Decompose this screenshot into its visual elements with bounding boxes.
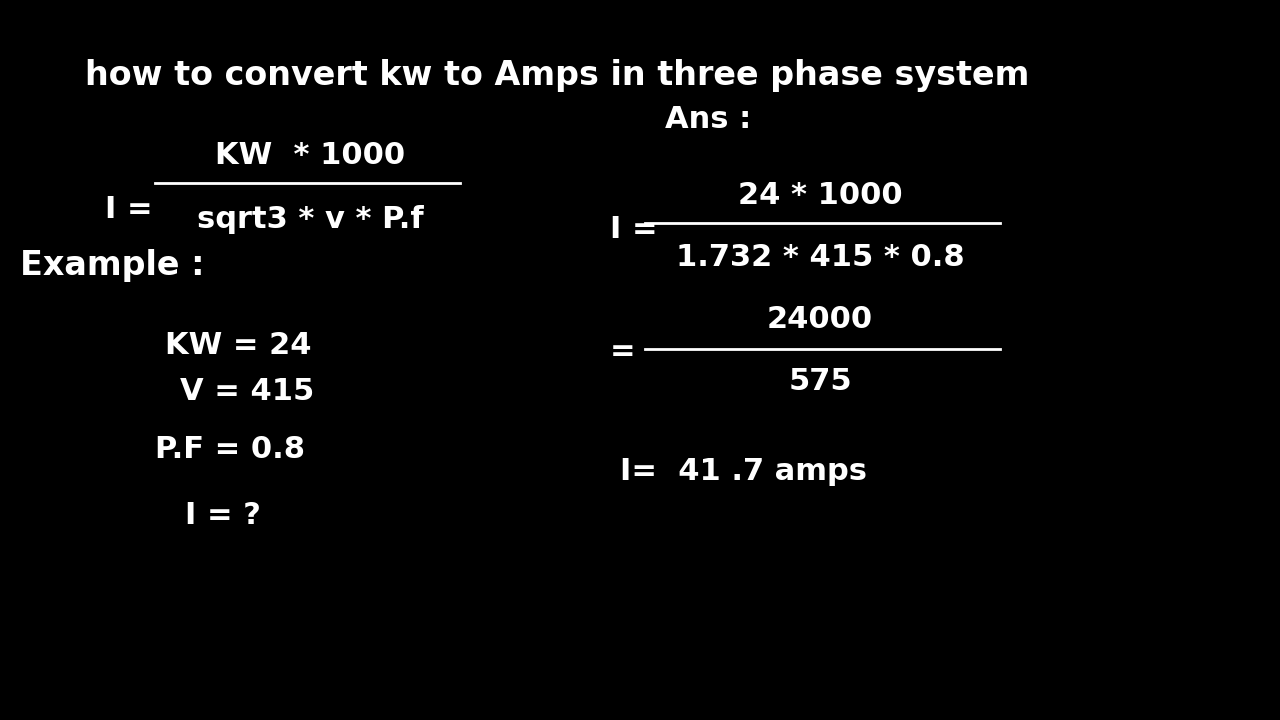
Text: V = 415: V = 415 bbox=[180, 377, 315, 407]
Text: sqrt3 * v * P.f: sqrt3 * v * P.f bbox=[197, 205, 424, 235]
Text: I = ?: I = ? bbox=[186, 500, 261, 529]
Text: 1.732 * 415 * 0.8: 1.732 * 415 * 0.8 bbox=[676, 243, 964, 272]
Text: 24 * 1000: 24 * 1000 bbox=[737, 181, 902, 210]
Text: P.F = 0.8: P.F = 0.8 bbox=[155, 436, 305, 464]
Text: Ans :: Ans : bbox=[666, 106, 751, 135]
Text: KW = 24: KW = 24 bbox=[165, 330, 311, 359]
Text: 575: 575 bbox=[788, 367, 851, 397]
Text: 24000: 24000 bbox=[767, 305, 873, 335]
Text: I=  41 .7 amps: I= 41 .7 amps bbox=[620, 457, 867, 487]
Text: KW  * 1000: KW * 1000 bbox=[215, 140, 404, 169]
Text: =: = bbox=[611, 338, 636, 366]
Text: I =: I = bbox=[611, 215, 658, 245]
Text: how to convert kw to Amps in three phase system: how to convert kw to Amps in three phase… bbox=[84, 59, 1029, 92]
Text: Example :: Example : bbox=[20, 248, 205, 282]
Text: I =: I = bbox=[105, 196, 152, 225]
